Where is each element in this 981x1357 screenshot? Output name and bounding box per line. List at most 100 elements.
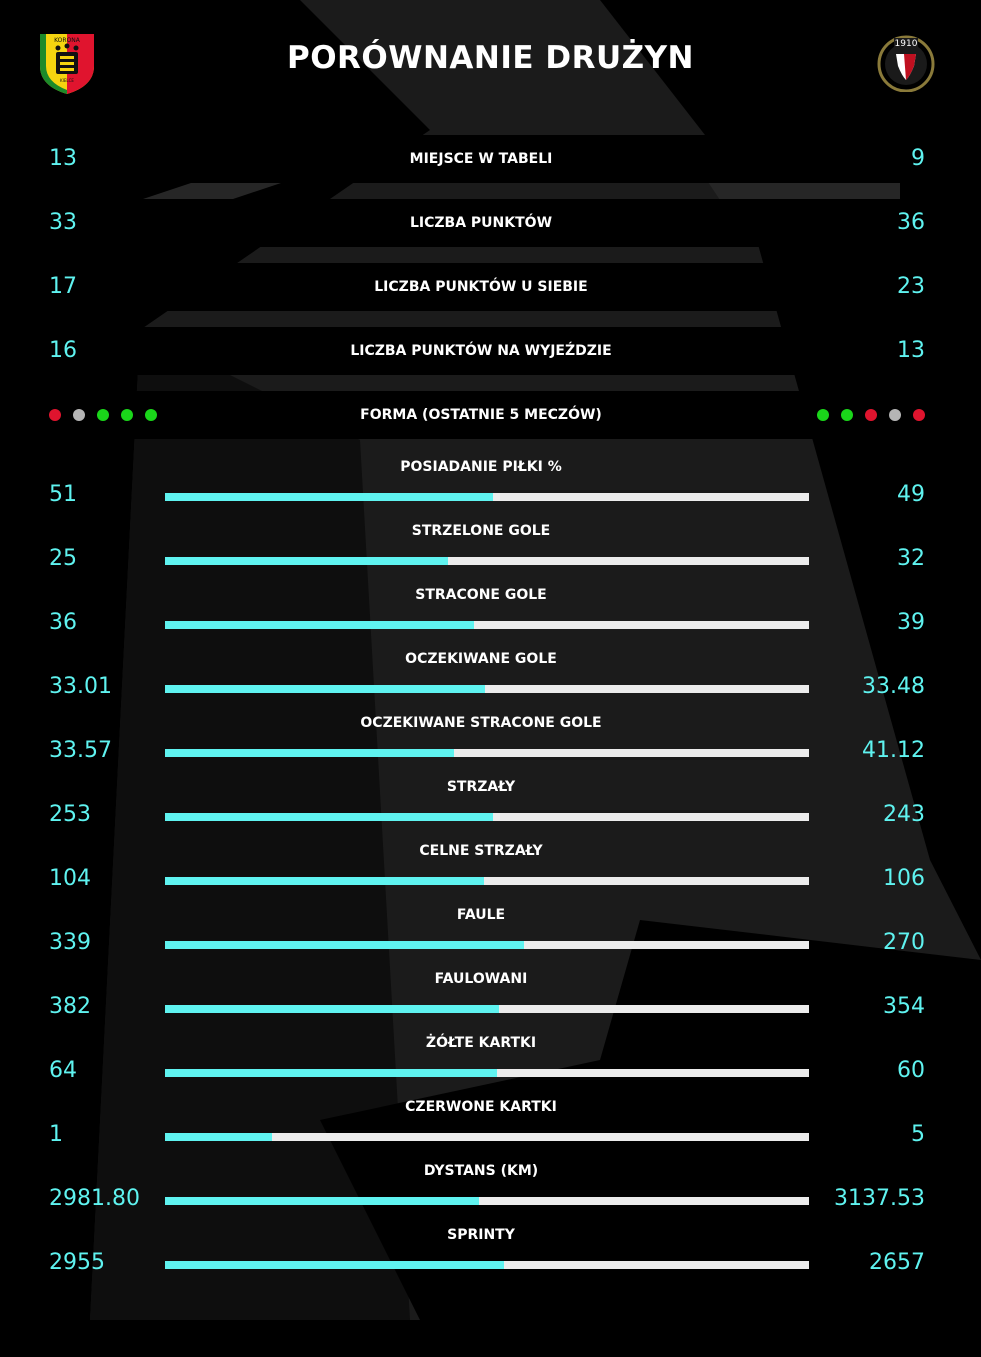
form-win-dot — [841, 409, 853, 421]
stat-bar-row: STRACONE GOLE 36 39 — [37, 583, 925, 635]
comparison-bar — [165, 1197, 809, 1205]
home-logo-city: KIELCE — [60, 78, 74, 83]
home-value: 104 — [49, 866, 91, 891]
away-value: 354 — [883, 994, 925, 1019]
comparison-bar-fill — [165, 1005, 500, 1013]
home-value: 253 — [49, 802, 91, 827]
form-loss-dot — [49, 409, 61, 421]
stat-bar-row: CELNE STRZAŁY 104 106 — [37, 839, 925, 891]
away-form-dots — [817, 391, 925, 439]
home-value: 51 — [49, 482, 77, 507]
comparison-bar-fill — [165, 557, 448, 565]
stat-bar-row: FAULE 339 270 — [37, 903, 925, 955]
stat-bar-row: POSIADANIE PIŁKI % 51 49 — [37, 455, 925, 507]
comparison-bar-fill — [165, 1261, 505, 1269]
stat-bar-row: STRZELONE GOLE 25 32 — [37, 519, 925, 571]
away-value: 5 — [911, 1122, 925, 1147]
stat-label: FAULOWANI — [434, 971, 528, 987]
stat-label: OCZEKIWANE GOLE — [405, 651, 557, 667]
comparison-bar — [165, 1133, 809, 1141]
form-draw-dot — [73, 409, 85, 421]
stat-bar-row: ŻÓŁTE KARTKI 64 60 — [37, 1031, 925, 1083]
stat-label: STRACONE GOLE — [415, 587, 547, 603]
away-value: 60 — [897, 1058, 925, 1083]
header: KORONA KIELCE PORÓWNANIE DRUŻYN 1910 — [0, 0, 981, 120]
away-logo-year: 1910 — [895, 39, 918, 49]
home-value: 2955 — [49, 1250, 105, 1275]
home-value: 25 — [49, 546, 77, 571]
stat-label: FORMA (OSTATNIE 5 MECZÓW) — [360, 407, 602, 423]
away-value: 49 — [897, 482, 925, 507]
stat-label: SPRINTY — [447, 1227, 515, 1243]
stat-row-away-points: 16 LICZBA PUNKTÓW NA WYJEŹDZIE 13 — [37, 327, 925, 375]
comparison-bar-fill — [165, 749, 455, 757]
home-value: 2981.80 — [49, 1186, 140, 1211]
form-draw-dot — [889, 409, 901, 421]
home-value: 33.01 — [49, 674, 112, 699]
home-value: 16 — [49, 338, 77, 363]
home-value: 17 — [49, 274, 77, 299]
away-value: 36 — [897, 210, 925, 235]
comparison-bar-fill — [165, 685, 485, 693]
away-team-logo: 1910 — [874, 32, 938, 93]
form-win-dot — [121, 409, 133, 421]
away-value: 23 — [897, 274, 925, 299]
stat-row-home-points: 17 LICZBA PUNKTÓW U SIEBIE 23 — [37, 263, 925, 311]
stat-bar-row: DYSTANS (KM) 2981.80 3137.53 — [37, 1159, 925, 1211]
comparison-bar — [165, 941, 809, 949]
widzew-crest-icon: 1910 — [877, 35, 935, 93]
home-value: 13 — [49, 146, 77, 171]
home-value: 339 — [49, 930, 91, 955]
form-loss-dot — [865, 409, 877, 421]
stat-label: ŻÓŁTE KARTKI — [425, 1035, 537, 1051]
comparison-bar-fill — [165, 941, 524, 949]
stat-label: LICZBA PUNKTÓW — [409, 215, 553, 231]
stat-label: DYSTANS (KM) — [423, 1163, 539, 1179]
home-value: 382 — [49, 994, 91, 1019]
away-value: 39 — [897, 610, 925, 635]
comparison-bar — [165, 877, 809, 885]
comparison-bar — [165, 685, 809, 693]
away-value: 13 — [897, 338, 925, 363]
away-value: 270 — [883, 930, 925, 955]
form-win-dot — [817, 409, 829, 421]
stat-label: LICZBA PUNKTÓW NA WYJEŹDZIE — [350, 343, 612, 359]
comparison-bar — [165, 749, 809, 757]
korona-crest-icon: KORONA KIELCE — [40, 34, 94, 94]
stat-bar-row: OCZEKIWANE GOLE 33.01 33.48 — [37, 647, 925, 699]
home-value: 33 — [49, 210, 77, 235]
home-value: 33.57 — [49, 738, 112, 763]
home-value: 64 — [49, 1058, 77, 1083]
comparison-bar — [165, 1005, 809, 1013]
stat-bar-row: OCZEKIWANE STRACONE GOLE 33.57 41.12 — [37, 711, 925, 763]
stat-bar-row: FAULOWANI 382 354 — [37, 967, 925, 1019]
stat-row-table-position: 13 MIEJSCE W TABELI 9 — [37, 135, 925, 183]
stat-bar-row: CZERWONE KARTKI 1 5 — [37, 1095, 925, 1147]
home-team-logo: KORONA KIELCE — [36, 28, 98, 96]
away-value: 3137.53 — [834, 1186, 925, 1211]
comparison-bar-fill — [165, 877, 484, 885]
stat-bar-row: SPRINTY 2955 2657 — [37, 1223, 925, 1275]
form-win-dot — [97, 409, 109, 421]
comparison-bar-fill — [165, 621, 475, 629]
home-value: 36 — [49, 610, 77, 635]
away-value: 243 — [883, 802, 925, 827]
home-value: 1 — [49, 1122, 63, 1147]
stat-label: CZERWONE KARTKI — [405, 1099, 557, 1115]
home-logo-text: KORONA — [54, 37, 81, 44]
stat-label: MIEJSCE W TABELI — [409, 151, 553, 167]
away-value: 41.12 — [862, 738, 925, 763]
away-value: 106 — [883, 866, 925, 891]
footer-strip — [0, 1320, 981, 1357]
comparison-bar-fill — [165, 493, 494, 501]
home-form-dots — [49, 391, 157, 439]
stat-label: POSIADANIE PIŁKI % — [400, 459, 562, 475]
away-value: 9 — [911, 146, 925, 171]
comparison-bar — [165, 1261, 809, 1269]
stat-row-points: 33 LICZBA PUNKTÓW 36 — [37, 199, 925, 247]
comparison-bar — [165, 493, 809, 501]
comparison-bar — [165, 813, 809, 821]
comparison-bar — [165, 1069, 809, 1077]
comparison-bar — [165, 621, 809, 629]
